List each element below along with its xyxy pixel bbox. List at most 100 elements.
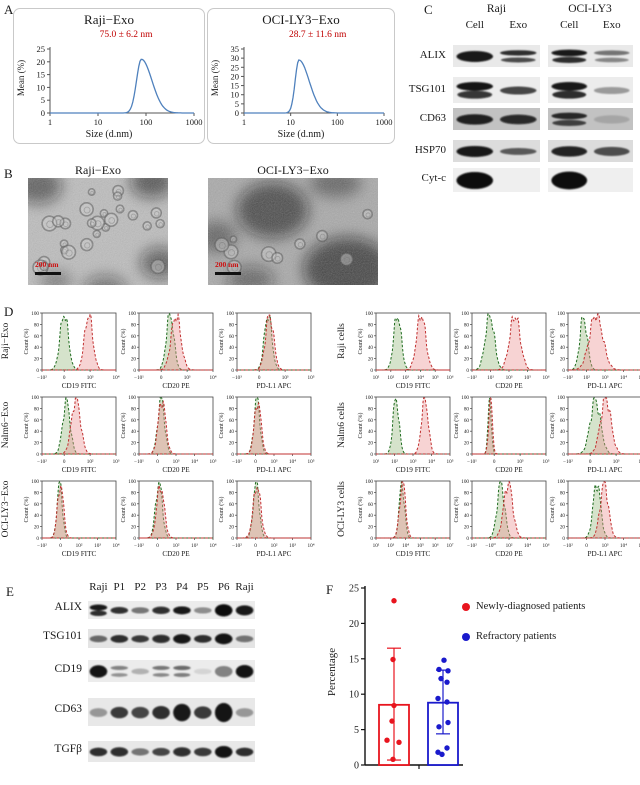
blot-row-label: TSG101 — [30, 630, 82, 642]
svg-text:0: 0 — [562, 368, 565, 374]
western-blot-panel-c — [450, 36, 640, 196]
svg-text:−10²: −10² — [563, 459, 573, 465]
legend-label: Newly-diagnosed patients — [476, 601, 585, 612]
svg-text:40: 40 — [229, 513, 235, 519]
svg-text:10³: 10³ — [191, 543, 198, 549]
svg-text:20: 20 — [34, 525, 40, 531]
size-annotation: 75.0 ± 6.2 nm — [56, 30, 197, 40]
size-annotation: 28.7 ± 11.6 nm — [249, 30, 387, 40]
svg-text:40: 40 — [560, 513, 566, 519]
svg-text:80: 80 — [34, 490, 40, 496]
svg-text:80: 80 — [560, 406, 566, 412]
svg-text:10⁴: 10⁴ — [289, 459, 296, 465]
svg-text:Count (%): Count (%) — [218, 413, 225, 439]
svg-text:80: 80 — [560, 490, 566, 496]
svg-text:20: 20 — [229, 525, 235, 531]
svg-text:80: 80 — [131, 490, 137, 496]
svg-text:0: 0 — [370, 536, 373, 542]
svg-text:10⁴: 10⁴ — [428, 459, 435, 465]
svg-text:20: 20 — [229, 441, 235, 447]
tem-title-raji: Raji−Exo — [28, 163, 168, 178]
flow-row-label: Raji cells — [337, 296, 353, 386]
panel-f-label: F — [326, 582, 334, 598]
svg-text:Count (%): Count (%) — [23, 497, 30, 523]
svg-text:10¹: 10¹ — [373, 375, 380, 381]
svg-text:0: 0 — [466, 452, 469, 458]
svg-text:10³: 10³ — [506, 375, 513, 381]
svg-text:0: 0 — [493, 459, 496, 465]
svg-text:10⁴: 10⁴ — [308, 543, 315, 549]
patient-lane-labels: Raji P1 P2 P3 P4 P5 P6 Raji — [88, 581, 255, 593]
svg-text:15: 15 — [231, 81, 240, 91]
svg-text:100: 100 — [365, 479, 373, 485]
svg-text:80: 80 — [131, 322, 137, 328]
svg-text:40: 40 — [131, 513, 137, 519]
svg-text:PD-L1 APC: PD-L1 APC — [257, 382, 292, 390]
svg-text:100: 100 — [365, 395, 373, 401]
svg-text:20: 20 — [131, 357, 137, 363]
lane-label: P4 — [172, 581, 193, 593]
svg-text:PD-L1 APC: PD-L1 APC — [588, 466, 623, 474]
svg-text:60: 60 — [34, 334, 40, 340]
svg-text:10³: 10³ — [282, 375, 289, 381]
svg-text:10²: 10² — [387, 375, 394, 381]
flow-row-label: OCI-LY3−Exo — [1, 464, 17, 554]
svg-text:100: 100 — [128, 311, 136, 317]
svg-text:1: 1 — [242, 117, 246, 127]
svg-text:10⁴: 10⁴ — [620, 543, 627, 549]
panel-b-label: B — [4, 166, 13, 182]
svg-text:40: 40 — [34, 345, 40, 351]
svg-text:60: 60 — [34, 502, 40, 508]
svg-text:0: 0 — [562, 452, 565, 458]
svg-text:CD20 PE: CD20 PE — [495, 466, 523, 474]
svg-text:15: 15 — [349, 654, 359, 665]
flow-histogram-cells-2-2: Count (%)020406080100−10²010³10⁴10⁶PD-L1… — [544, 477, 640, 563]
chart-title: OCI-LY3−Exo — [208, 12, 394, 28]
svg-text:Count (%): Count (%) — [453, 329, 460, 355]
blot-row-label: TSG101 — [396, 83, 446, 95]
tem-image-ocily3-exo: 200 nm — [208, 178, 378, 285]
svg-text:CD20 PE: CD20 PE — [162, 466, 190, 474]
svg-text:10³: 10³ — [613, 459, 620, 465]
svg-text:100: 100 — [557, 395, 565, 401]
svg-text:0: 0 — [133, 536, 136, 542]
lane-label: P1 — [109, 581, 130, 593]
svg-text:−10¹: −10¹ — [134, 459, 144, 465]
svg-text:60: 60 — [560, 418, 566, 424]
blot-row-label: HSP70 — [396, 144, 446, 156]
svg-text:40: 40 — [368, 513, 374, 519]
blot-row-label: CD19 — [30, 663, 82, 675]
scalebar — [215, 272, 241, 275]
svg-text:Count (%): Count (%) — [120, 329, 127, 355]
lane-label: P6 — [213, 581, 234, 593]
chart-title: Raji−Exo — [14, 12, 204, 28]
svg-text:10²: 10² — [76, 543, 83, 549]
svg-text:−10¹: −10¹ — [134, 375, 144, 381]
svg-text:100: 100 — [31, 311, 39, 317]
svg-text:10: 10 — [37, 82, 46, 92]
svg-text:100: 100 — [365, 311, 373, 317]
svg-text:−10²: −10² — [232, 543, 242, 549]
svg-text:40: 40 — [464, 429, 470, 435]
svg-text:10²: 10² — [391, 459, 398, 465]
svg-text:10¹: 10¹ — [373, 459, 380, 465]
svg-text:60: 60 — [131, 418, 137, 424]
